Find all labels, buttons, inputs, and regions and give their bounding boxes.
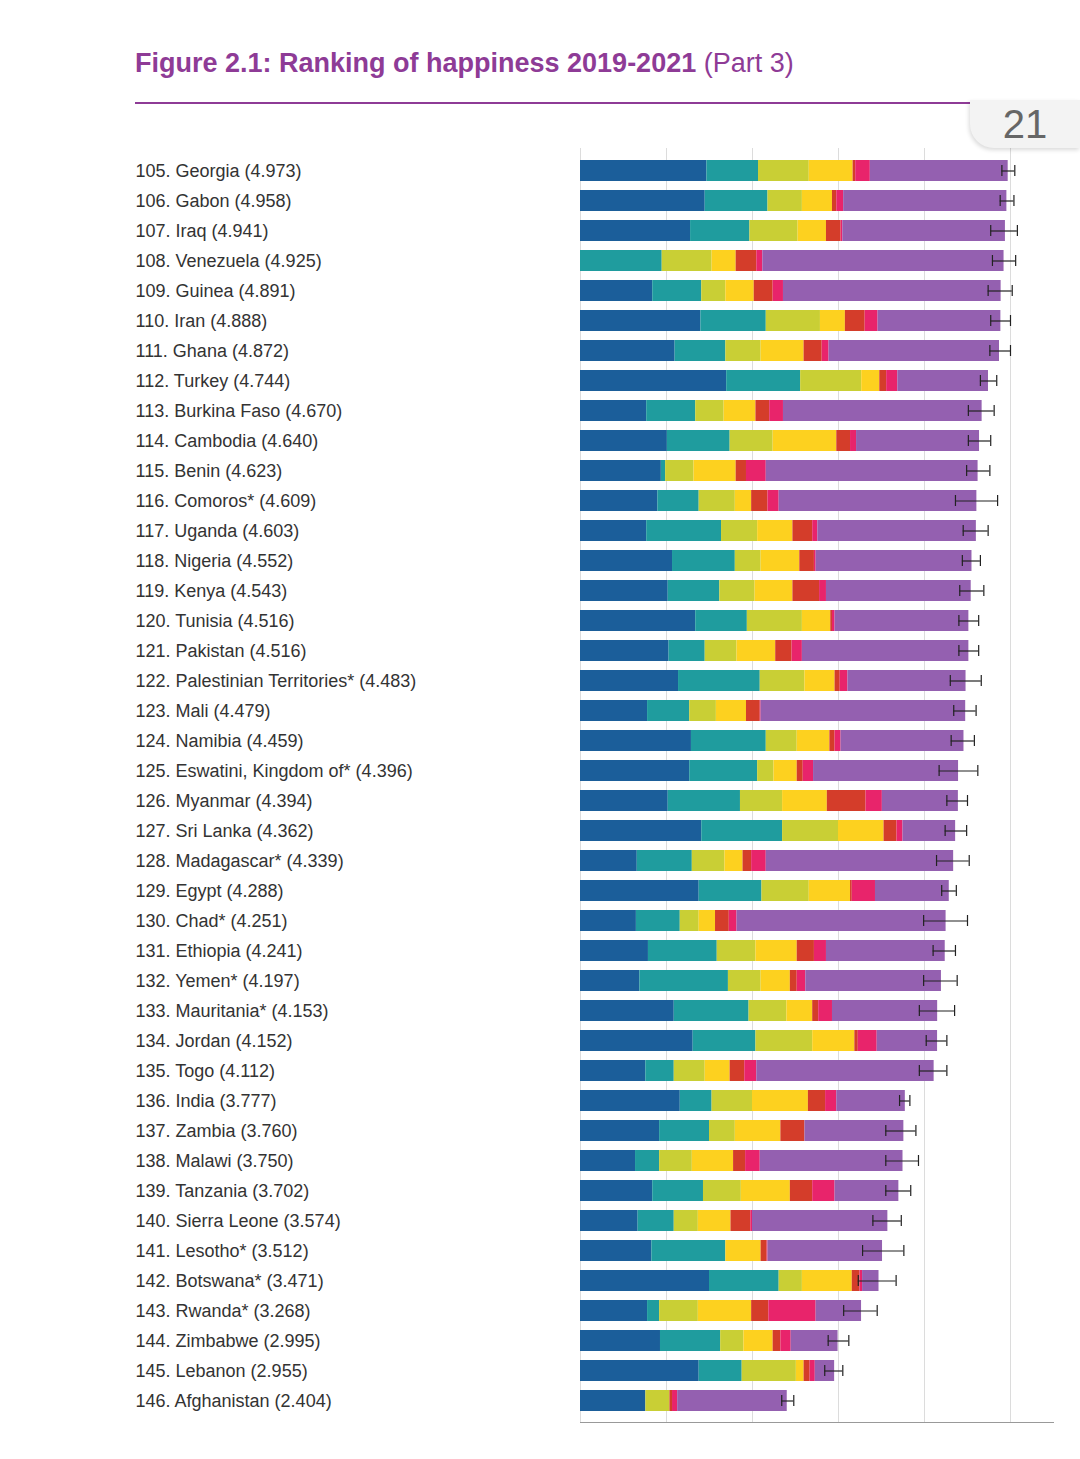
svg-text:121. Pakistan (4.516): 121. Pakistan (4.516): [136, 641, 307, 661]
html-text:Figure 2.1: Ranking of happine: Figure 2.1: Ranking of happiness 2019-20…: [135, 48, 794, 78]
svg-text:144. Zimbabwe (2.995): 144. Zimbabwe (2.995): [136, 1331, 321, 1351]
svg-text:129. Egypt (4.288): 129. Egypt (4.288): [136, 881, 284, 901]
svg-text:110. Iran (4.888): 110. Iran (4.888): [136, 311, 268, 331]
svg-text:139. Tanzania (3.702): 139. Tanzania (3.702): [136, 1181, 310, 1201]
svg-text:105. Georgia (4.973): 105. Georgia (4.973): [136, 161, 302, 181]
svg-text:120. Tunisia (4.516): 120. Tunisia (4.516): [136, 611, 295, 631]
svg-text:119. Kenya (4.543): 119. Kenya (4.543): [136, 581, 288, 601]
svg-text:141. Lesotho* (3.512): 141. Lesotho* (3.512): [136, 1241, 309, 1261]
svg-text:136. India (3.777): 136. India (3.777): [136, 1091, 277, 1111]
svg-text:142. Botswana* (3.471): 142. Botswana* (3.471): [136, 1271, 324, 1291]
svg-text:133. Mauritania* (4.153): 133. Mauritania* (4.153): [136, 1001, 329, 1021]
svg-text:122. Palestinian Territories*: 122. Palestinian Territories* (4.483): [136, 671, 417, 691]
svg-text:111. Ghana (4.872): 111. Ghana (4.872): [136, 341, 289, 361]
svg-text:130. Chad* (4.251): 130. Chad* (4.251): [136, 911, 288, 931]
svg-text:108. Venezuela (4.925): 108. Venezuela (4.925): [136, 251, 322, 271]
svg-text:106. Gabon (4.958): 106. Gabon (4.958): [136, 191, 292, 211]
svg-text:138. Malawi (3.750): 138. Malawi (3.750): [136, 1151, 294, 1171]
svg-text:115. Benin (4.623): 115. Benin (4.623): [136, 461, 283, 481]
svg-text:114. Cambodia (4.640): 114. Cambodia (4.640): [136, 431, 319, 451]
svg-text:131. Ethiopia (4.241): 131. Ethiopia (4.241): [136, 941, 303, 961]
svg-text:146. Afghanistan (2.404): 146. Afghanistan (2.404): [136, 1391, 332, 1411]
svg-text:145. Lebanon (2.955): 145. Lebanon (2.955): [136, 1361, 308, 1381]
svg-text:107. Iraq (4.941): 107. Iraq (4.941): [136, 221, 269, 241]
svg-text:116. Comoros* (4.609): 116. Comoros* (4.609): [136, 491, 317, 511]
svg-text:117. Uganda (4.603): 117. Uganda (4.603): [136, 521, 300, 541]
svg-text:140. Sierra Leone (3.574): 140. Sierra Leone (3.574): [136, 1211, 341, 1231]
svg-text:124. Namibia (4.459): 124. Namibia (4.459): [136, 731, 304, 751]
svg-text:118. Nigeria (4.552): 118. Nigeria (4.552): [136, 551, 294, 571]
svg-text:112. Turkey (4.744): 112. Turkey (4.744): [136, 371, 291, 391]
svg-text:143. Rwanda* (3.268): 143. Rwanda* (3.268): [136, 1301, 311, 1321]
svg-text:123. Mali (4.479): 123. Mali (4.479): [136, 701, 271, 721]
svg-text:135. Togo (4.112): 135. Togo (4.112): [136, 1061, 275, 1081]
svg-text:134. Jordan (4.152): 134. Jordan (4.152): [136, 1031, 293, 1051]
svg-text:128. Madagascar* (4.339): 128. Madagascar* (4.339): [136, 851, 344, 871]
svg-text:109. Guinea (4.891): 109. Guinea (4.891): [136, 281, 296, 301]
html-text:21: 21: [1002, 102, 1048, 146]
svg-text:126. Myanmar (4.394): 126. Myanmar (4.394): [136, 791, 313, 811]
svg-text:127. Sri Lanka (4.362): 127. Sri Lanka (4.362): [136, 821, 314, 841]
svg-text:125. Eswatini, Kingdom of* (4.: 125. Eswatini, Kingdom of* (4.396): [136, 761, 413, 781]
svg-text:132. Yemen* (4.197): 132. Yemen* (4.197): [136, 971, 300, 991]
svg-text:113. Burkina Faso (4.670): 113. Burkina Faso (4.670): [136, 401, 343, 421]
svg-text:137. Zambia (3.760): 137. Zambia (3.760): [136, 1121, 298, 1141]
